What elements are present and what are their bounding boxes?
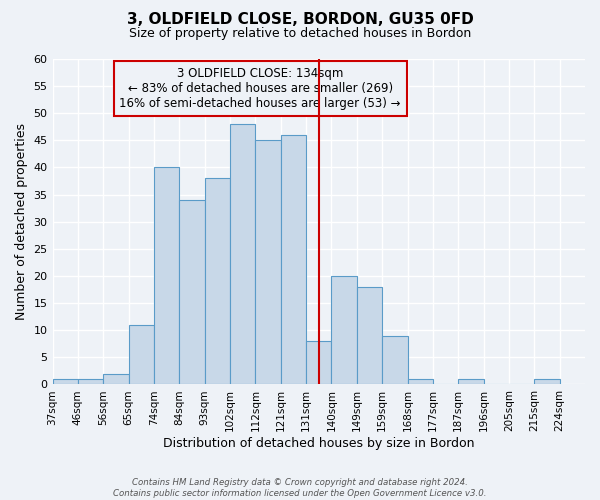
Bar: [154, 168, 179, 384]
Bar: [256, 140, 281, 384]
Y-axis label: Number of detached properties: Number of detached properties: [15, 123, 28, 320]
Bar: [331, 276, 357, 384]
Bar: [53, 379, 78, 384]
X-axis label: Distribution of detached houses by size in Bordon: Distribution of detached houses by size …: [163, 437, 475, 450]
Bar: [306, 341, 331, 384]
Text: 3 OLDFIELD CLOSE: 134sqm
← 83% of detached houses are smaller (269)
16% of semi-: 3 OLDFIELD CLOSE: 134sqm ← 83% of detach…: [119, 67, 401, 110]
Bar: [78, 379, 103, 384]
Bar: [103, 374, 128, 384]
Bar: [357, 287, 382, 384]
Bar: [281, 135, 306, 384]
Bar: [534, 379, 560, 384]
Bar: [205, 178, 230, 384]
Bar: [458, 379, 484, 384]
Text: 3, OLDFIELD CLOSE, BORDON, GU35 0FD: 3, OLDFIELD CLOSE, BORDON, GU35 0FD: [127, 12, 473, 28]
Text: Contains HM Land Registry data © Crown copyright and database right 2024.
Contai: Contains HM Land Registry data © Crown c…: [113, 478, 487, 498]
Bar: [128, 325, 154, 384]
Bar: [407, 379, 433, 384]
Text: Size of property relative to detached houses in Bordon: Size of property relative to detached ho…: [129, 28, 471, 40]
Bar: [230, 124, 256, 384]
Bar: [179, 200, 205, 384]
Bar: [382, 336, 407, 384]
